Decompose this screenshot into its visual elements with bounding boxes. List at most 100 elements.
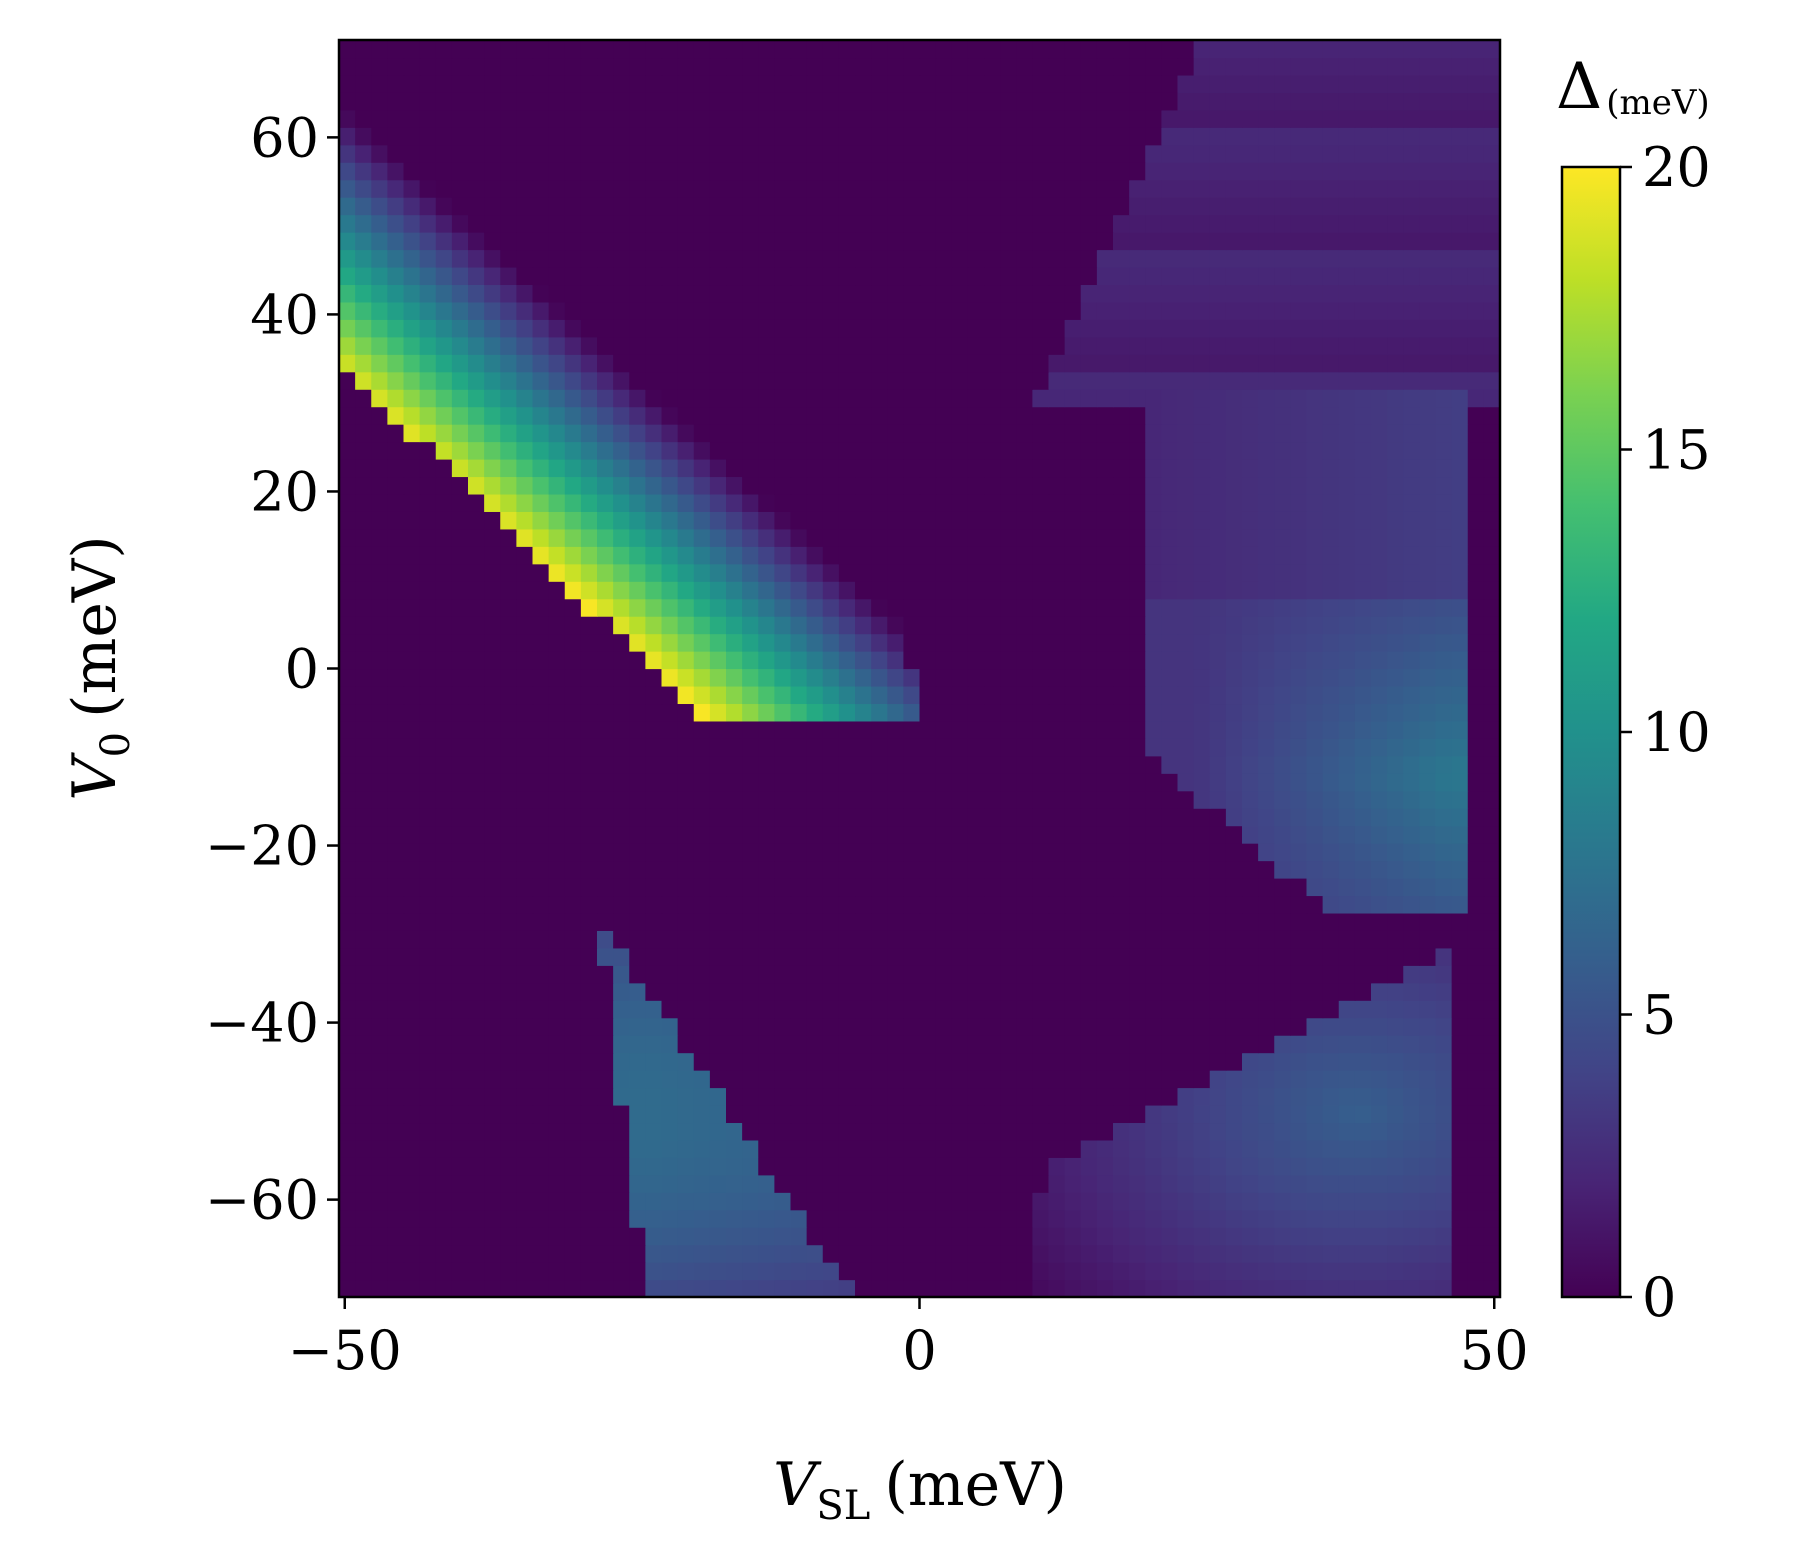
heatmap-cell [903, 668, 921, 687]
heatmap-cell [435, 1087, 453, 1106]
heatmap-cell [661, 546, 679, 565]
heatmap-cell [1290, 1122, 1308, 1141]
heatmap-cell [806, 563, 824, 582]
heatmap-cell [887, 720, 904, 739]
heatmap-cell [774, 109, 792, 128]
heatmap-cell [1129, 441, 1146, 460]
heatmap-cell [693, 74, 711, 93]
heatmap-cell [435, 528, 453, 547]
heatmap-cell [597, 843, 614, 862]
heatmap-cell [822, 214, 840, 233]
heatmap-cell [500, 1087, 517, 1106]
heatmap-cell [1161, 406, 1179, 425]
heatmap-cell [838, 266, 856, 286]
heatmap-cell [758, 703, 775, 722]
heatmap-cell [1080, 982, 1098, 1001]
heatmap-cell [1306, 1122, 1324, 1141]
heatmap-cell [661, 389, 679, 408]
heatmap-cell [935, 860, 953, 879]
heatmap-cell [1161, 965, 1179, 984]
heatmap-cell [709, 651, 727, 670]
heatmap-cell [1016, 616, 1033, 635]
heatmap-cell [1161, 528, 1179, 547]
heatmap-cell [468, 528, 485, 547]
heatmap-cell [709, 406, 727, 425]
heatmap-cell [403, 1087, 421, 1106]
heatmap-cell [1016, 860, 1033, 879]
heatmap-cell [1419, 720, 1437, 739]
heatmap-cell [468, 127, 485, 146]
heatmap-cell [1242, 982, 1259, 1001]
heatmap-cell [903, 1174, 921, 1193]
heatmap-cell [838, 92, 856, 111]
heatmap-cell [629, 197, 646, 216]
heatmap-cell [516, 214, 534, 233]
heatmap-cell [677, 1052, 695, 1071]
heatmap-cell [1435, 92, 1453, 111]
heatmap-cell [1209, 406, 1227, 425]
heatmap-cell [371, 1279, 388, 1297]
heatmap-cell [1048, 371, 1066, 390]
heatmap-cell [564, 1227, 582, 1246]
heatmap-cell [1483, 1157, 1500, 1176]
heatmap-cell [468, 179, 485, 198]
heatmap-cell [1000, 738, 1017, 757]
heatmap-cell [1096, 773, 1114, 792]
heatmap-cell [935, 1157, 953, 1176]
heatmap-cell [774, 127, 792, 146]
heatmap-cell [403, 1174, 421, 1193]
heatmap-cell [1290, 1104, 1308, 1124]
heatmap-cell [790, 389, 808, 408]
heatmap-cell [1177, 232, 1195, 251]
heatmap-cell [984, 598, 1001, 617]
heatmap-cell [822, 563, 840, 582]
heatmap-cell [1467, 232, 1485, 251]
heatmap-cell [403, 755, 421, 774]
heatmap-cell [451, 720, 469, 739]
heatmap-cell [742, 1209, 759, 1228]
heatmap-cell [1145, 214, 1162, 233]
heatmap-cell [532, 1000, 550, 1019]
heatmap-cell [1290, 493, 1308, 512]
heatmap-cell [1225, 947, 1243, 966]
heatmap-cell [613, 878, 630, 897]
heatmap-cell [548, 755, 566, 774]
heatmap-cell [1403, 476, 1420, 495]
heatmap-cell [774, 651, 792, 670]
heatmap-cell [1242, 947, 1259, 966]
heatmap-cell [1419, 371, 1437, 390]
heatmap-cell [838, 616, 856, 635]
heatmap-cell [1387, 301, 1404, 320]
heatmap-cell [887, 354, 904, 373]
heatmap-cell [355, 214, 372, 233]
heatmap-cell [726, 319, 743, 338]
heatmap-cell [435, 459, 453, 478]
heatmap-cell [1161, 860, 1179, 879]
heatmap-cell [661, 459, 679, 478]
heatmap-cell [1435, 336, 1453, 355]
heatmap-cell [484, 1244, 501, 1263]
heatmap-cell [1096, 860, 1114, 879]
heatmap-cell [564, 476, 582, 495]
heatmap-cell [1451, 424, 1469, 443]
heatmap-cell [548, 773, 566, 792]
heatmap-cell [806, 528, 824, 547]
heatmap-cell [871, 406, 888, 425]
heatmap-cell [613, 301, 630, 320]
heatmap-cell [1435, 162, 1453, 181]
heatmap-cell [1129, 459, 1146, 478]
heatmap-cell [855, 1104, 872, 1124]
heatmap-cell [1129, 1017, 1146, 1036]
heatmap-cell [726, 1087, 743, 1106]
heatmap-cell [1016, 179, 1033, 198]
heatmap-cell [451, 179, 469, 198]
heatmap-cell [451, 336, 469, 355]
heatmap-cell [451, 808, 469, 827]
heatmap-cell [1435, 895, 1453, 914]
heatmap-cell [371, 249, 388, 268]
heatmap-cell [1290, 1279, 1308, 1297]
heatmap-cell [1467, 284, 1485, 303]
heatmap-cell [919, 197, 937, 216]
heatmap-cell [1242, 843, 1259, 862]
heatmap-cell [339, 284, 356, 303]
